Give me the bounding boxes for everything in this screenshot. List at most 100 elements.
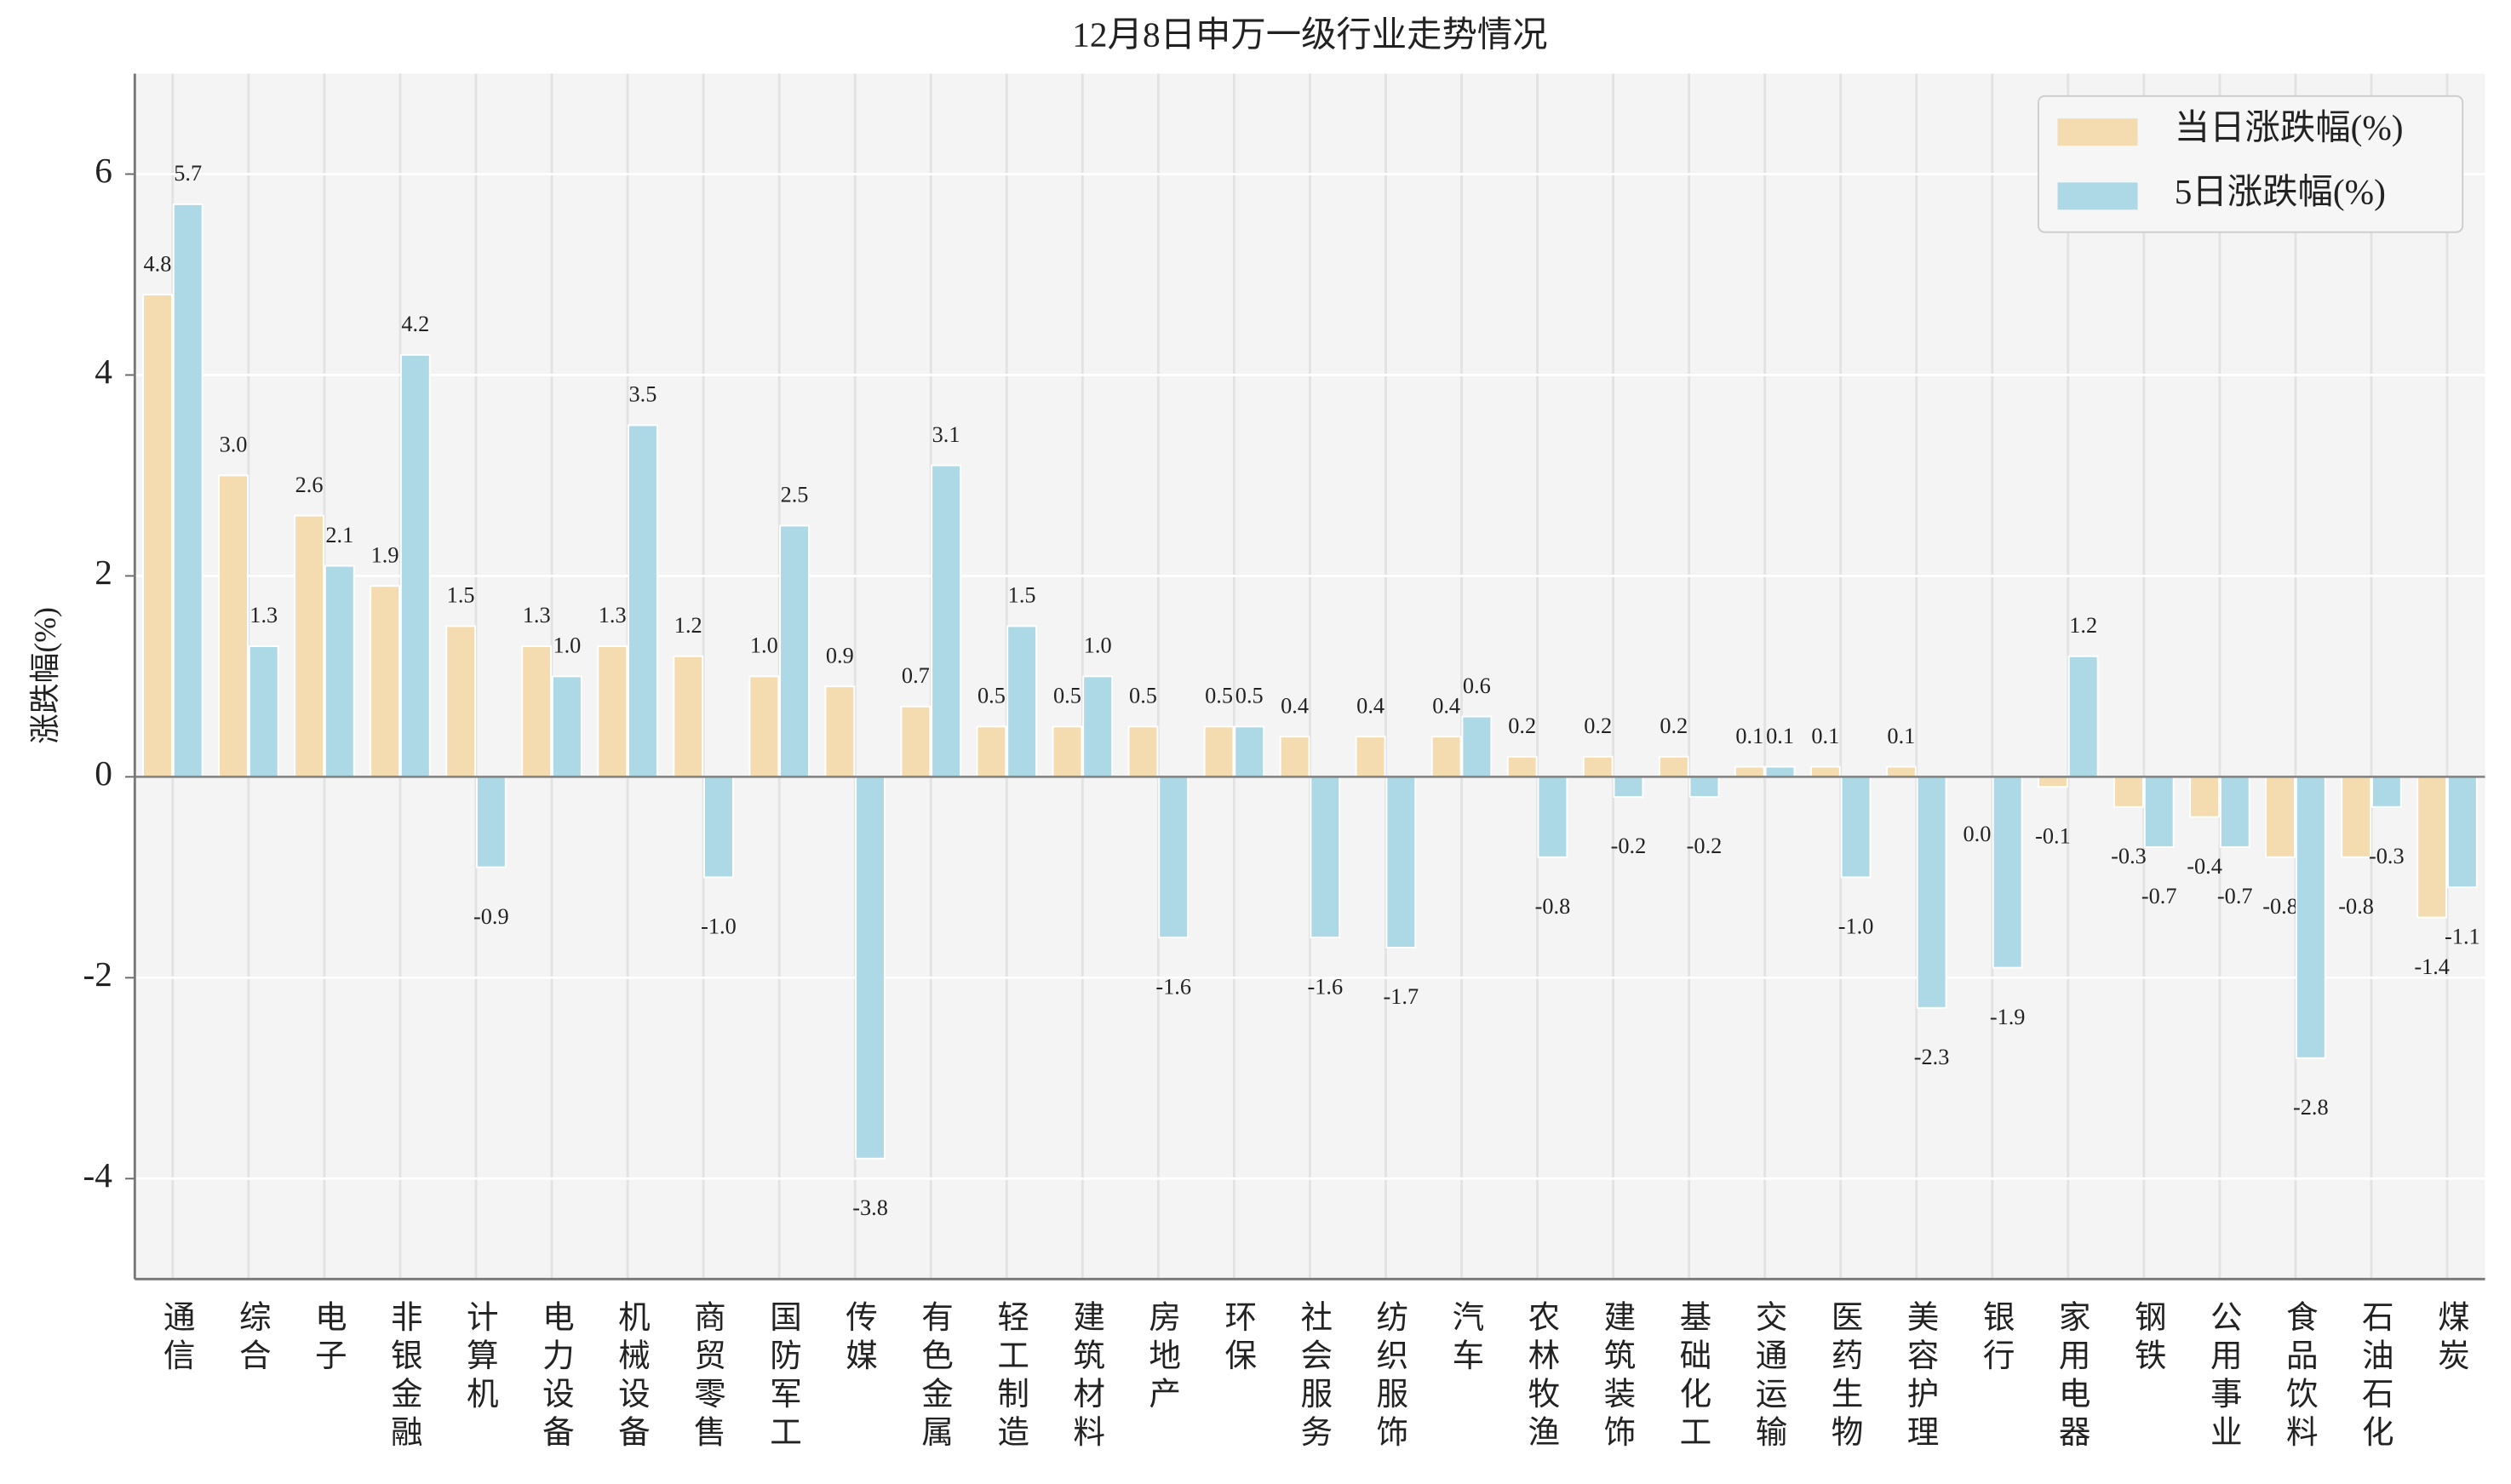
value-label: 0.9 xyxy=(826,643,854,668)
x-tick-label: 电力设备 xyxy=(536,1300,573,1453)
bar xyxy=(1688,776,1720,798)
bar xyxy=(324,564,355,778)
x-tick-label: 汽车 xyxy=(1447,1300,1483,1377)
bar xyxy=(2038,776,2068,788)
value-label: 0.2 xyxy=(1660,713,1688,738)
value-label: -1.0 xyxy=(1838,914,1874,939)
x-tick-label: 基础化工 xyxy=(1674,1300,1711,1453)
bar xyxy=(1809,765,1841,778)
value-label: 1.0 xyxy=(1084,633,1112,658)
bar xyxy=(673,655,704,778)
value-label: -1.7 xyxy=(1384,984,1419,1009)
x-tick-label: 轻工制造 xyxy=(992,1300,1029,1453)
value-label: 0.1 xyxy=(1735,724,1763,748)
y-tick-label: -2 xyxy=(83,954,112,994)
chart-title: 12月8日申万一级行业走势情况 xyxy=(1072,15,1547,54)
value-label: 5.7 xyxy=(174,161,202,186)
value-label: 0.4 xyxy=(1432,693,1460,718)
bar xyxy=(748,675,780,778)
x-tick-label: 机械设备 xyxy=(612,1300,649,1453)
bar xyxy=(294,514,324,778)
value-label: 2.1 xyxy=(325,523,353,547)
value-label: -1.1 xyxy=(2445,924,2480,948)
bar xyxy=(2143,776,2175,848)
bar xyxy=(900,705,932,778)
x-tick-label: 交通运输 xyxy=(1750,1300,1786,1453)
bar xyxy=(445,625,476,778)
bar xyxy=(370,585,400,778)
bar xyxy=(1279,736,1310,778)
x-tick-label: 家用电器 xyxy=(2053,1300,2090,1453)
legend-box xyxy=(2038,95,2464,233)
bar xyxy=(1006,625,1037,778)
x-tick-label: 美容护理 xyxy=(1901,1300,1938,1453)
bar xyxy=(248,645,279,778)
x-tick-label: 综合 xyxy=(233,1300,270,1377)
bar xyxy=(628,424,658,778)
value-label: -1.6 xyxy=(1155,974,1191,999)
bar xyxy=(2416,776,2448,919)
bar xyxy=(1203,725,1235,778)
x-tick-label: 国防军工 xyxy=(765,1300,801,1453)
x-tick-label: 环保 xyxy=(1219,1300,1257,1377)
value-label: 3.5 xyxy=(628,382,656,407)
x-tick-label: 房地产 xyxy=(1144,1300,1180,1415)
x-tick-label: 煤炭 xyxy=(2432,1300,2468,1377)
bar xyxy=(521,645,553,778)
x-tick-label: 有色金属 xyxy=(916,1300,953,1453)
value-label: 0.5 xyxy=(1053,684,1081,708)
bar xyxy=(399,353,431,778)
bar xyxy=(1734,765,1765,778)
x-tick-label: 医药生物 xyxy=(1826,1300,1862,1453)
value-label: 0.1 xyxy=(1766,724,1794,748)
legend-swatch xyxy=(2057,118,2138,146)
bar xyxy=(1658,755,1689,778)
value-label: 1.5 xyxy=(1008,583,1036,608)
x-tick-label: 石油石化 xyxy=(2356,1300,2393,1453)
bar xyxy=(824,685,856,778)
value-label: -0.4 xyxy=(2187,854,2222,879)
value-label: -0.9 xyxy=(473,904,509,929)
bar xyxy=(1234,725,1265,778)
value-label: 1.2 xyxy=(2069,613,2097,638)
value-label: 3.1 xyxy=(932,422,960,447)
value-label: 0.5 xyxy=(1205,684,1233,708)
value-label: 0.7 xyxy=(902,663,930,688)
x-tick-label: 通信 xyxy=(158,1300,194,1377)
bar xyxy=(1052,725,1083,778)
x-tick-label: 传媒 xyxy=(840,1300,878,1377)
value-label: -0.8 xyxy=(2338,894,2374,919)
value-label: -1.9 xyxy=(1990,1005,2026,1029)
value-label: 1.0 xyxy=(750,633,778,658)
bar xyxy=(597,645,628,778)
x-tick-label: 社会服务 xyxy=(1295,1300,1332,1453)
value-label: 1.0 xyxy=(553,633,581,658)
bar xyxy=(931,464,961,778)
bar xyxy=(855,776,886,1160)
y-tick-label: -4 xyxy=(83,1155,113,1195)
bar xyxy=(1764,765,1796,778)
value-label: -1.4 xyxy=(2414,954,2450,979)
value-label: 0.1 xyxy=(1887,724,1915,748)
value-label: 0.5 xyxy=(1129,684,1157,708)
value-label: 0.5 xyxy=(977,684,1006,708)
value-label: -2.8 xyxy=(2293,1095,2329,1120)
value-label: 3.0 xyxy=(220,433,248,457)
bar xyxy=(2067,655,2099,778)
bar xyxy=(1886,765,1917,778)
value-label: 0.6 xyxy=(1463,673,1491,698)
y-tick-label: 2 xyxy=(95,553,112,592)
legend-label: 5日涨跌幅(%) xyxy=(2175,172,2386,212)
value-label: -0.8 xyxy=(2262,894,2298,919)
bar xyxy=(1613,776,1644,798)
value-label: -1.0 xyxy=(701,914,737,939)
value-label: -0.7 xyxy=(2217,884,2253,908)
bar xyxy=(779,524,810,778)
x-tick-label: 建筑材料 xyxy=(1068,1300,1105,1453)
value-label: 2.5 xyxy=(781,483,809,507)
bar xyxy=(1310,776,1341,939)
bar xyxy=(2265,776,2296,858)
x-tick-label: 商贸零售 xyxy=(688,1300,725,1453)
x-tick-label: 电子 xyxy=(309,1300,346,1377)
